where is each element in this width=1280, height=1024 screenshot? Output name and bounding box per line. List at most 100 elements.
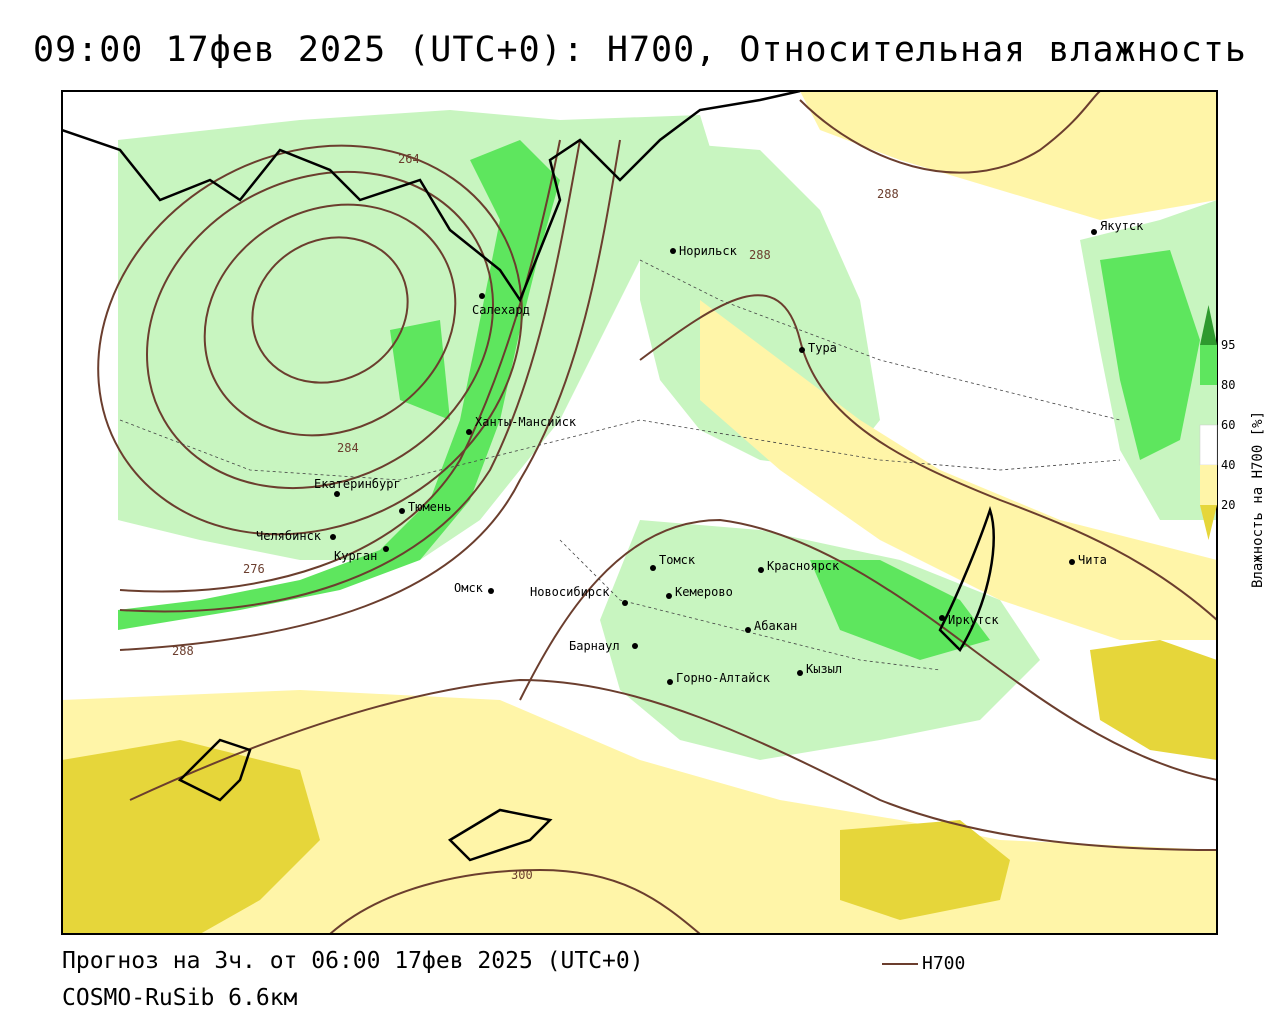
coastline-balkhash bbox=[447, 808, 553, 862]
city-marker: Норильск bbox=[670, 244, 738, 258]
admin-borders bbox=[119, 259, 1121, 671]
svg-text:Кызыл: Кызыл bbox=[806, 662, 842, 676]
h700-isoline-south bbox=[129, 678, 1217, 851]
colorbar-segment-low bbox=[1199, 424, 1218, 466]
svg-text:Тура: Тура bbox=[808, 341, 837, 355]
isoline-labels: 264 288 284 276 288 288 300 bbox=[172, 152, 899, 882]
isoline-label: 288 bbox=[749, 248, 771, 262]
h700-isoline-band-2 bbox=[119, 139, 581, 613]
h700-isoline-north-east bbox=[799, 91, 1101, 174]
humidity-region-very-dry-s bbox=[840, 820, 1010, 920]
city-marker: Иркутск bbox=[939, 613, 999, 627]
h700-isoline-ring-3 bbox=[146, 170, 494, 490]
colorbar-cap-bottom bbox=[1200, 505, 1217, 540]
humidity-region-high-east bbox=[1100, 250, 1200, 460]
cities: Салехард Норильск Якутск Тура Ханты-Манс… bbox=[256, 219, 1144, 685]
svg-text:Курган: Курган bbox=[334, 549, 377, 563]
city-marker: Красноярск bbox=[758, 559, 840, 573]
h700-isoline-inner bbox=[251, 236, 409, 384]
svg-text:Горно-Алтайск: Горно-Алтайск bbox=[676, 671, 771, 685]
svg-text:Новосибирск: Новосибирск bbox=[530, 585, 610, 599]
svg-text:Тюмень: Тюмень bbox=[408, 500, 451, 514]
svg-text:Ханты-Мансийск: Ханты-Мансийск bbox=[475, 415, 577, 429]
city-marker: Абакан bbox=[745, 619, 797, 633]
admin-border-1 bbox=[119, 419, 1121, 481]
city-marker: Кемерово bbox=[666, 585, 733, 599]
city-marker: Курган bbox=[334, 546, 389, 563]
svg-text:Норильск: Норильск bbox=[679, 244, 738, 258]
city-marker: Тура bbox=[799, 341, 837, 355]
city-marker: Новосибирск bbox=[530, 585, 628, 606]
svg-text:Иркутск: Иркутск bbox=[948, 613, 999, 627]
colorbar-cap-top bbox=[1200, 305, 1217, 345]
colorbar-tick: 80 bbox=[1221, 378, 1235, 392]
colorbar-title: Влажность на H700 [%] bbox=[1250, 411, 1266, 588]
humidity-region-mid-center bbox=[600, 520, 1040, 760]
svg-text:Кемерово: Кемерово bbox=[675, 585, 733, 599]
svg-text:Екатеринбург: Екатеринбург bbox=[314, 477, 401, 491]
model-info: COSMO-RuSib 6.6км bbox=[62, 985, 298, 1011]
city-marker: Чита bbox=[1069, 553, 1107, 567]
city-marker: Кызыл bbox=[797, 662, 842, 676]
colorbar-segment-dry bbox=[1200, 465, 1217, 505]
svg-text:Салехард: Салехард bbox=[472, 303, 530, 317]
h700-isoline-central bbox=[639, 294, 1217, 621]
svg-text:Абакан: Абакан bbox=[754, 619, 797, 633]
h700-isoline-south-central bbox=[519, 518, 1217, 781]
humidity-region-high-band bbox=[118, 140, 560, 630]
city-marker: Челябинск bbox=[256, 529, 336, 543]
humidity-region-very-dry-se bbox=[1090, 640, 1217, 760]
isoline-label: 264 bbox=[398, 152, 420, 166]
isoline-label: 288 bbox=[172, 644, 194, 658]
isoline-legend-swatch bbox=[882, 963, 918, 965]
forecast-info: Прогноз на 3ч. от 06:00 17фев 2025 (UTC+… bbox=[62, 948, 644, 974]
humidity-region-dry-north bbox=[800, 91, 1217, 220]
isoline-label: 276 bbox=[243, 562, 265, 576]
svg-text:Барнаул: Барнаул bbox=[569, 639, 620, 653]
colorbar-tick: 20 bbox=[1221, 498, 1235, 512]
city-marker: Горно-Алтайск bbox=[667, 671, 771, 685]
city-marker: Томск bbox=[650, 553, 696, 571]
humidity-region-high-west bbox=[390, 320, 450, 420]
colorbar-tick: 40 bbox=[1221, 458, 1235, 472]
city-marker: Екатеринбург bbox=[314, 477, 401, 497]
city-marker: Тюмень bbox=[399, 500, 451, 514]
colorbar-segment-high bbox=[1200, 345, 1217, 385]
city-marker: Ханты-Мансийск bbox=[466, 415, 577, 435]
coastlines bbox=[62, 91, 995, 862]
city-marker: Барнаул bbox=[569, 639, 638, 653]
h700-isoline-far-south bbox=[329, 868, 701, 934]
humidity-region-very-dry-sw bbox=[62, 740, 320, 934]
city-marker: Якутск bbox=[1091, 219, 1144, 235]
isoline-legend-label: H700 bbox=[922, 953, 966, 974]
svg-text:Челябинск: Челябинск bbox=[256, 529, 322, 543]
city-marker: Салехард bbox=[472, 293, 530, 317]
svg-text:Красноярск: Красноярск bbox=[767, 559, 840, 573]
isoline-label: 284 bbox=[337, 441, 359, 455]
svg-text:Якутск: Якутск bbox=[1100, 219, 1144, 233]
isoline-label: 300 bbox=[511, 868, 533, 882]
h700-isoline-band-1 bbox=[119, 139, 561, 593]
h700-isolines bbox=[97, 91, 1217, 934]
coastline-north bbox=[62, 91, 801, 303]
colorbar-tick: 60 bbox=[1221, 418, 1235, 432]
svg-text:Чита: Чита bbox=[1078, 553, 1107, 567]
svg-text:Томск: Томск bbox=[659, 553, 696, 567]
humidity-field bbox=[62, 91, 1217, 934]
h700-isoline-ring-4 bbox=[97, 144, 523, 536]
admin-border-3 bbox=[639, 259, 1121, 421]
h700-isoline-ring-2 bbox=[203, 203, 457, 437]
map-title: 09:00 17фев 2025 (UTC+0): H700, Относите… bbox=[33, 30, 1247, 70]
svg-text:Омск: Омск bbox=[454, 581, 484, 595]
coastline-caspian bbox=[177, 738, 252, 802]
map-frame bbox=[61, 90, 1218, 935]
colorbar: 95 80 60 40 20 Влажность на H700 [%] bbox=[1199, 305, 1266, 588]
lake-baikal bbox=[938, 506, 995, 653]
humidity-region-dry-band bbox=[700, 300, 1217, 640]
colorbar-tick: 95 bbox=[1221, 338, 1235, 352]
colorbar-segment-mid bbox=[1200, 385, 1217, 425]
isoline-label: 288 bbox=[877, 187, 899, 201]
city-marker: Омск bbox=[454, 581, 494, 595]
isoline-legend: H700 bbox=[882, 953, 965, 974]
